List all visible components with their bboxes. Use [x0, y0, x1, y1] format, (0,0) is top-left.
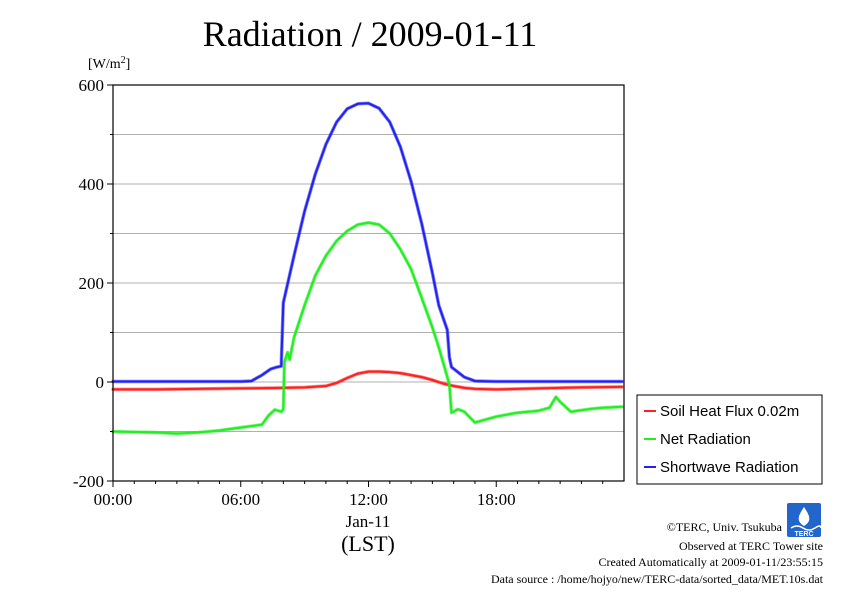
x-axis-label: (LST): [341, 531, 395, 556]
y-tick-label: 200: [79, 274, 105, 293]
y-unit-main: [W/m: [88, 57, 121, 72]
series-layer: [111, 101, 624, 436]
x-tick-label: 18:00: [477, 490, 516, 509]
logo-text: TERC: [794, 531, 813, 538]
tick-layer: -200 0 200 400 600 00:00 06:00 12:00 18:00: [73, 76, 604, 509]
y-unit-sup: 2: [121, 55, 126, 66]
y-axis-unit-label: [W/m2]: [88, 55, 130, 72]
legend-box: [636, 394, 823, 485]
y-tick-label: 0: [96, 373, 105, 392]
x-tick-label: 06:00: [221, 490, 260, 509]
series-line-halo: [111, 220, 624, 436]
terc-logo: TERC: [787, 503, 822, 538]
legend-label: Shortwave Radiation: [660, 459, 798, 476]
legend-label: Soil Heat Flux 0.02m: [660, 403, 799, 420]
y-tick-label: 400: [79, 175, 105, 194]
x-date-label: Jan-11: [346, 512, 391, 531]
y-tick-label: 600: [79, 76, 105, 95]
legend-label: Net Radiation: [660, 431, 751, 448]
source-text: Data source : /home/hojyo/new/TERC-data/…: [491, 572, 824, 586]
y-tick-label: -200: [73, 472, 104, 491]
created-text: Created Automatically at 2009-01-11/23:5…: [598, 555, 823, 569]
chart-title: Radiation / 2009-01-11: [203, 14, 538, 54]
series-line: [112, 102, 623, 383]
series-line-halo: [111, 101, 624, 384]
legend: Soil Heat Flux 0.02m Net Radiation Shortwa…: [636, 394, 823, 485]
y-unit-close: ]: [126, 57, 131, 72]
credit-text: ©TERC, Univ. Tsukuba: [667, 520, 783, 534]
series-line: [112, 221, 623, 435]
x-tick-label: 00:00: [94, 490, 133, 509]
x-tick-label: 12:00: [349, 490, 388, 509]
site-text: Observed at TERC Tower site: [679, 539, 823, 553]
